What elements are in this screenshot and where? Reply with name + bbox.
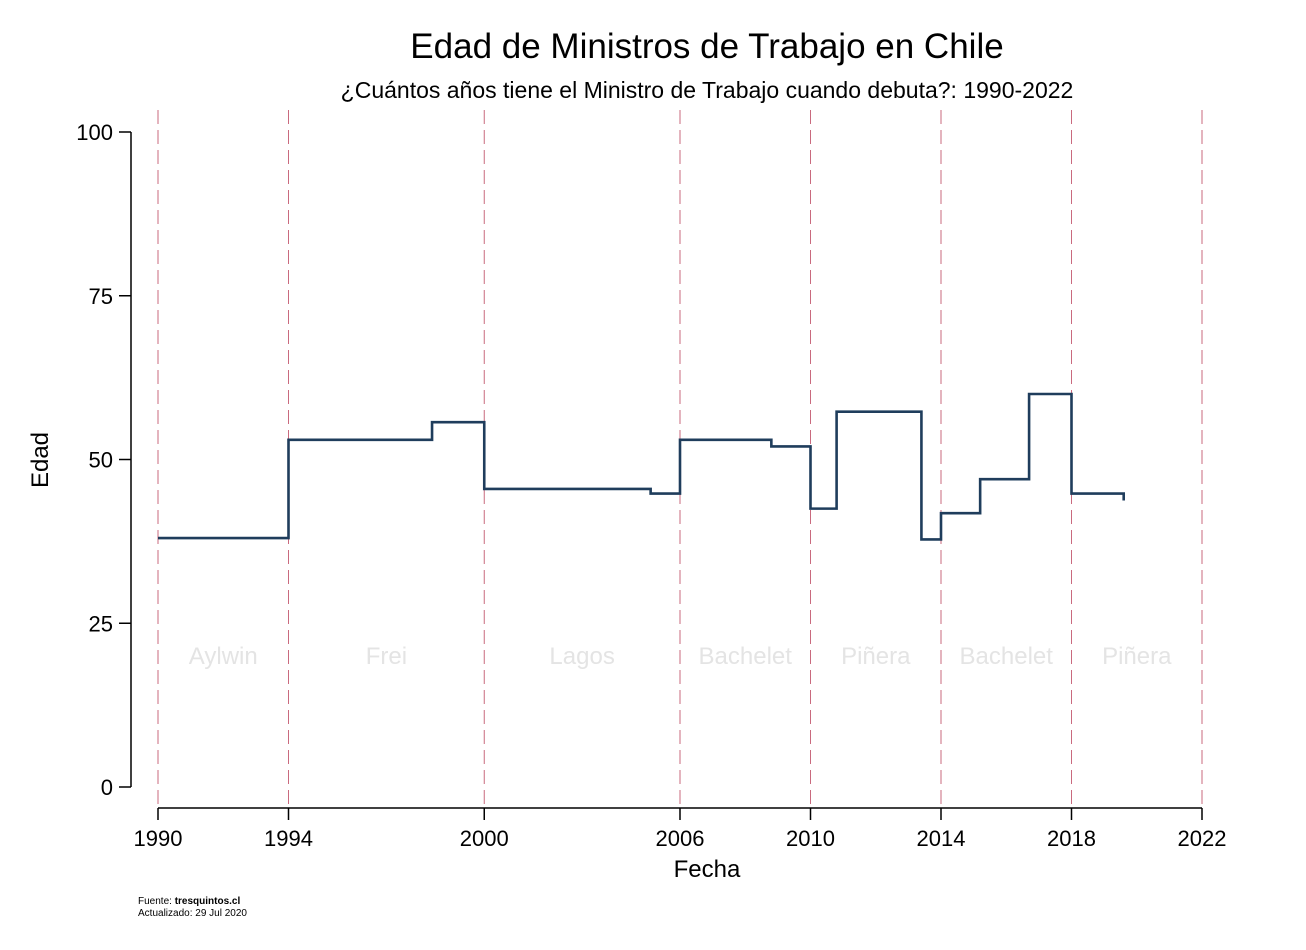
president-label: Bachelet: [960, 643, 1054, 670]
x-tick-label: 2018: [1047, 826, 1096, 851]
president-label: Frei: [366, 643, 407, 670]
updated-line: Actualizado: 29 Jul 2020: [138, 908, 247, 919]
y-tick-label: 75: [89, 284, 113, 309]
y-tick-label: 25: [89, 611, 113, 636]
y-tick-label: 100: [76, 120, 113, 145]
source-label: Fuente:: [138, 896, 175, 907]
y-tick-label: 50: [89, 448, 113, 473]
president-label: Bachelet: [699, 643, 793, 670]
x-tick-label: 2000: [460, 826, 509, 851]
president-label: Lagos: [549, 643, 614, 670]
x-tick-label: 2022: [1178, 826, 1227, 851]
y-axis-label: Edad: [27, 432, 54, 488]
x-tick-label: 2014: [917, 826, 966, 851]
president-label: Piñera: [1102, 643, 1172, 670]
source-link: tresquintos.cl: [174, 896, 241, 907]
footer: Fuente: tresquintos.cl Actualizado: 29 J…: [138, 896, 247, 920]
chart-subtitle: ¿Cuántos años tiene el Ministro de Traba…: [341, 77, 1074, 103]
president-label: Aylwin: [189, 643, 258, 670]
x-tick-label: 1994: [264, 826, 313, 851]
axes: [119, 131, 1203, 820]
x-tick-label: 1990: [134, 826, 183, 851]
y-tick-label: 0: [101, 775, 113, 800]
tick-labels: 0 25 50 75 100 1990 1994 2000 2006 2010 2014 2018 20…: [76, 120, 1226, 851]
x-tick-label: 2010: [786, 826, 835, 851]
source-line: Fuente: tresquintos.cl: [138, 896, 247, 908]
chart-title: Edad de Ministros de Trabajo en Chile: [410, 27, 1003, 66]
x-axis-label: Fecha: [674, 856, 741, 883]
age-step-line: [158, 392, 1125, 541]
age-series: [158, 392, 1125, 541]
president-label: Piñera: [841, 643, 911, 670]
x-tick-label: 2006: [656, 826, 705, 851]
president-labels: Aylwin Frei Lagos Bachelet Piñera Bachelet Piñ…: [189, 643, 1172, 670]
